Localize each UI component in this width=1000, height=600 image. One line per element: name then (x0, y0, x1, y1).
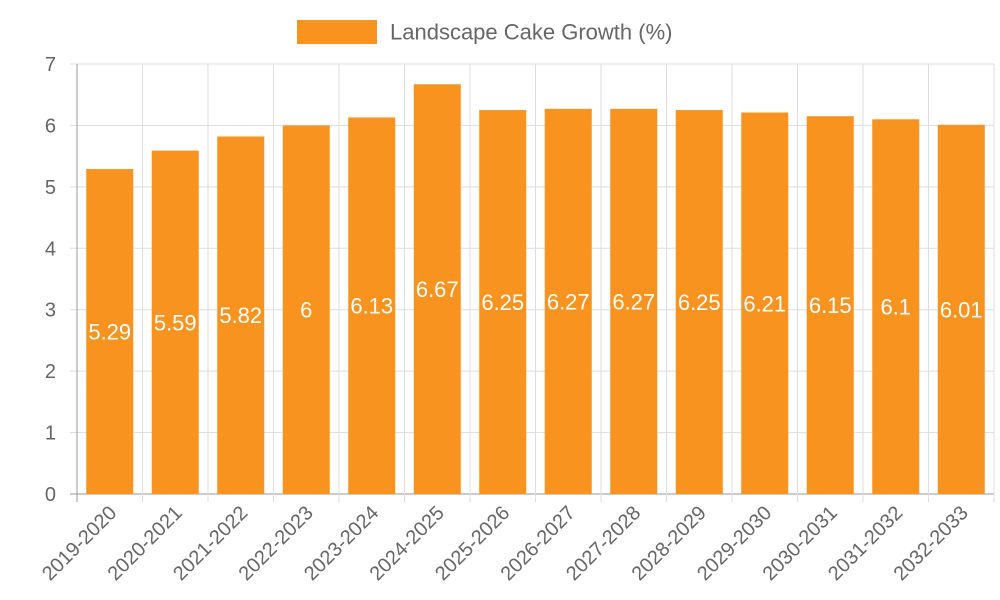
bar (479, 110, 527, 495)
y-tick-label: 3 (45, 300, 56, 322)
data-label: 6.13 (350, 294, 393, 319)
legend-swatch (297, 20, 377, 44)
data-label: 6.1 (880, 295, 911, 320)
bar (806, 116, 854, 494)
bar (741, 112, 789, 495)
data-label: 6.21 (743, 291, 786, 316)
y-axis: 0 1 2 3 4 5 6 7 (45, 54, 56, 506)
y-tick-label: 6 (45, 115, 56, 137)
legend-label: Landscape Cake Growth (%) (390, 20, 672, 45)
bar (413, 84, 461, 495)
data-label: 6.27 (612, 289, 655, 314)
y-tick-label: 1 (45, 423, 56, 445)
data-label: 5.59 (154, 310, 197, 335)
bar (282, 125, 330, 494)
y-tick-label: 2 (45, 361, 56, 383)
bar (217, 136, 265, 494)
bar (151, 150, 199, 494)
bar (544, 108, 592, 494)
legend[interactable]: Landscape Cake Growth (%) (297, 20, 672, 45)
data-label: 6.15 (809, 293, 852, 318)
data-label: 6.01 (940, 297, 983, 322)
bar (872, 119, 920, 495)
y-tick-label: 7 (45, 54, 56, 76)
bar (86, 169, 134, 495)
bar (937, 124, 985, 495)
bar (348, 117, 396, 494)
data-label: 6 (300, 298, 312, 323)
data-label: 5.29 (88, 320, 131, 345)
bars (86, 84, 985, 495)
bar (675, 110, 723, 495)
y-tick-label: 4 (45, 238, 56, 260)
data-label: 5.82 (219, 303, 262, 328)
x-axis: 2019-20202020-20212021-20222022-20232023… (38, 502, 973, 585)
bar (610, 108, 658, 494)
y-tick-label: 0 (45, 484, 56, 506)
data-label: 6.67 (416, 277, 459, 302)
y-tick-label: 5 (45, 177, 56, 199)
data-labels: 5.29 5.59 5.82 6 6.13 6.67 6.25 6.27 6.27 6.25 6.2… (88, 277, 982, 344)
data-label: 6.25 (678, 290, 721, 315)
data-label: 6.27 (547, 289, 590, 314)
data-label: 6.25 (481, 290, 524, 315)
grid (70, 63, 995, 502)
